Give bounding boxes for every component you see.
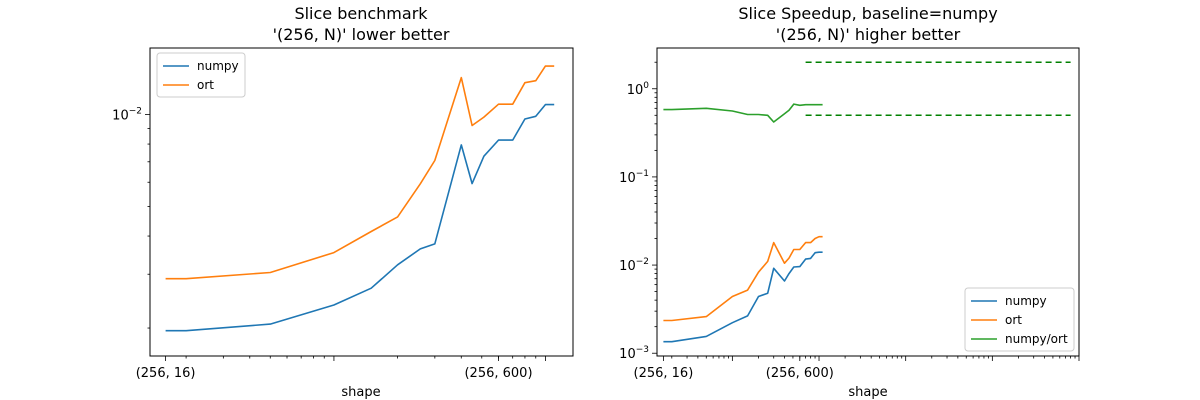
legend-label: numpy bbox=[197, 59, 239, 73]
legend-label: numpy bbox=[1005, 294, 1047, 308]
y-tick-exponent: −2 bbox=[129, 106, 142, 116]
speedup-chart: Slice Speedup, baseline=numpy '(256, N)'… bbox=[619, 4, 1080, 400]
series-line-numpy bbox=[663, 251, 823, 343]
y-tick-exponent: −3 bbox=[636, 345, 649, 355]
series-line-numpy-ort bbox=[663, 103, 823, 123]
y-tick-exponent: −2 bbox=[636, 257, 649, 267]
x-axis-label: shape bbox=[848, 385, 887, 400]
x-tick-label: (256, 16) bbox=[136, 366, 196, 381]
y-tick-label: 10−3 bbox=[619, 345, 649, 362]
x-tick-label: (256, 16) bbox=[634, 366, 694, 381]
legend-box bbox=[964, 287, 1075, 352]
x-axis-label: shape bbox=[341, 385, 380, 400]
y-tick-label: 10−2 bbox=[112, 106, 142, 123]
series-line-ort bbox=[165, 65, 555, 280]
x-tick-label: (256, 600) bbox=[766, 366, 834, 381]
legend-label: ort bbox=[1005, 313, 1022, 327]
chart-title: Slice Speedup, baseline=numpy bbox=[738, 4, 997, 23]
chart-title: Slice benchmark bbox=[294, 4, 428, 23]
y-tick-base: 10 bbox=[619, 171, 636, 186]
axes-frame bbox=[149, 47, 574, 357]
y-tick-label: 10−1 bbox=[619, 169, 649, 186]
y-tick-label: 100 bbox=[627, 81, 650, 98]
legend-label: numpy/ort bbox=[1005, 332, 1068, 346]
legend-box bbox=[156, 52, 246, 98]
series-line-numpy bbox=[165, 103, 555, 332]
y-tick-base: 10 bbox=[627, 83, 644, 98]
x-tick-label: (256, 600) bbox=[464, 366, 532, 381]
y-tick-label: 10−2 bbox=[619, 257, 649, 274]
chart-subtitle: '(256, N)' higher better bbox=[776, 25, 961, 44]
axes-frame bbox=[656, 47, 1080, 357]
chart-subtitle: '(256, N)' lower better bbox=[273, 25, 450, 44]
y-tick-base: 10 bbox=[112, 108, 129, 123]
y-tick-base: 10 bbox=[619, 259, 636, 274]
y-tick-base: 10 bbox=[619, 347, 636, 362]
legend-label: ort bbox=[197, 78, 214, 92]
plot-area: (256, 16) (256, 600)10010−110−210−3numpyo… bbox=[619, 47, 1080, 381]
series-line-ort bbox=[663, 235, 823, 322]
y-tick-exponent: −1 bbox=[636, 169, 649, 179]
plot-area: (256, 16) (256, 600) 10−2 numpy ort bbox=[112, 47, 574, 381]
benchmark-chart: Slice benchmark '(256, N)' lower better … bbox=[112, 4, 574, 400]
y-tick-exponent: 0 bbox=[643, 81, 649, 91]
